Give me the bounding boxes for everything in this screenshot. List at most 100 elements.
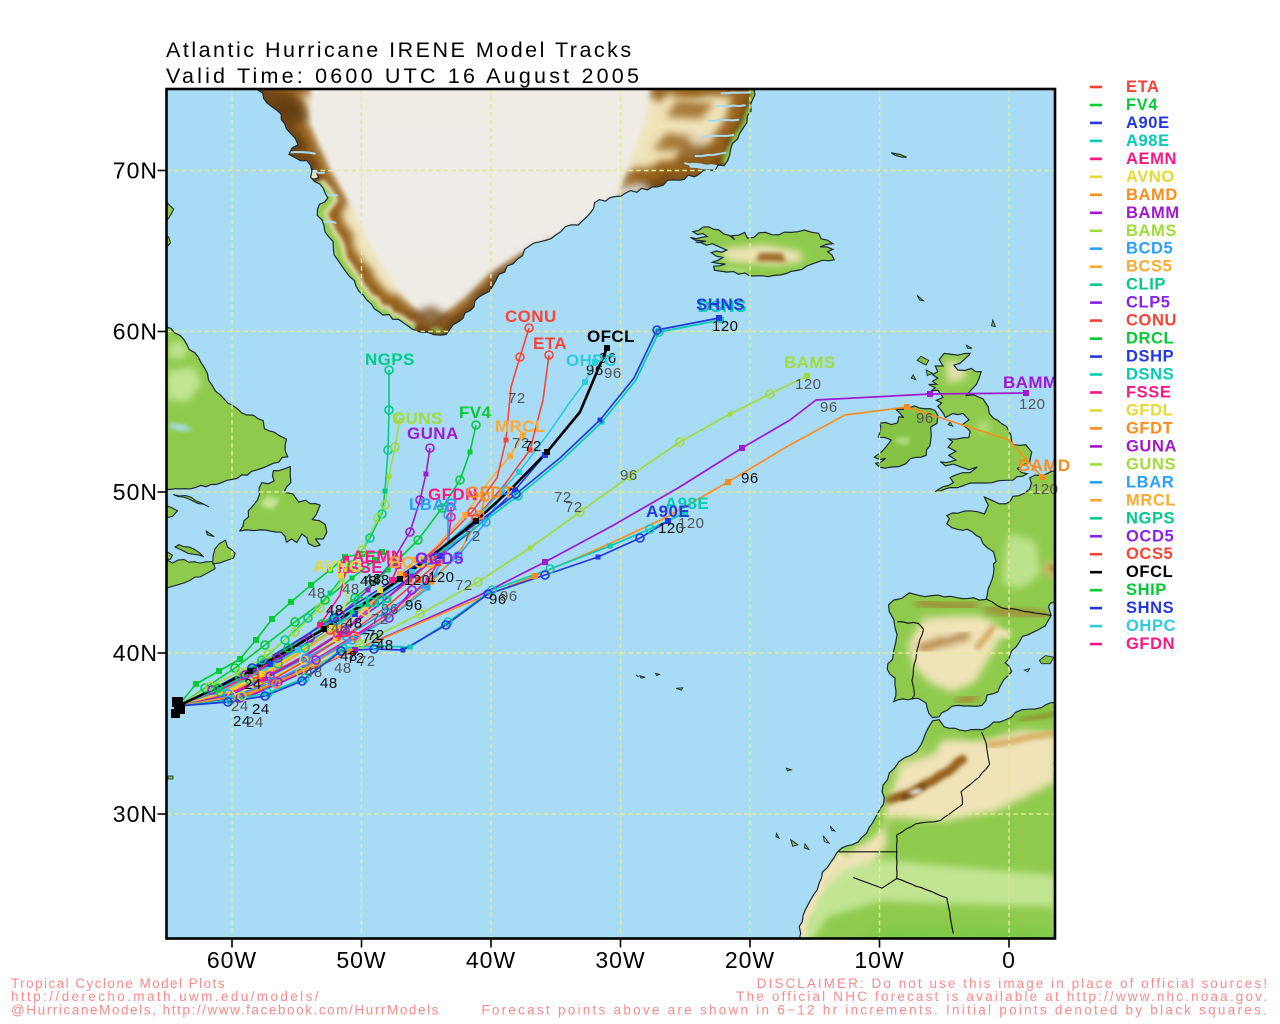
svg-text:SHNS: SHNS xyxy=(1126,599,1174,617)
svg-text:72: 72 xyxy=(554,489,572,506)
svg-text:GUNA: GUNA xyxy=(407,424,459,443)
svg-text:120: 120 xyxy=(404,572,431,589)
svg-text:96: 96 xyxy=(599,350,617,367)
svg-text:96: 96 xyxy=(916,410,934,427)
svg-text:CONU: CONU xyxy=(1126,312,1177,330)
svg-text:A90E: A90E xyxy=(646,502,690,521)
svg-text:@HurricaneModels, http://www.f: @HurricaneModels, http://www.facebook.co… xyxy=(11,1003,440,1018)
svg-text:BCS5: BCS5 xyxy=(389,553,436,572)
svg-text:72: 72 xyxy=(367,627,385,644)
svg-text:OCD5: OCD5 xyxy=(415,549,464,568)
svg-text:BAMS: BAMS xyxy=(1126,222,1177,240)
svg-text:OCD5: OCD5 xyxy=(1126,527,1174,545)
svg-text:20W: 20W xyxy=(725,947,775,973)
svg-text:OHPC: OHPC xyxy=(1126,617,1176,635)
svg-text:GFDT: GFDT xyxy=(466,483,514,502)
svg-text:AEMN: AEMN xyxy=(352,547,404,566)
svg-text:GUNS: GUNS xyxy=(1126,455,1176,473)
svg-text:120: 120 xyxy=(1019,396,1046,413)
svg-text:BCS5: BCS5 xyxy=(1126,258,1172,276)
svg-text:NGPS: NGPS xyxy=(1126,509,1175,527)
svg-text:OHPC: OHPC xyxy=(566,351,617,370)
svg-text:ETA: ETA xyxy=(533,334,567,353)
svg-text:Forecast points above are show: Forecast points above are shown in 6−12 … xyxy=(481,1003,1269,1018)
svg-text:72: 72 xyxy=(508,390,526,407)
svg-text:72: 72 xyxy=(358,653,376,670)
svg-text:24: 24 xyxy=(252,701,270,718)
svg-text:GUNA: GUNA xyxy=(1126,437,1177,455)
svg-text:FV4: FV4 xyxy=(1126,96,1158,114)
svg-text:ETA: ETA xyxy=(1126,78,1160,96)
svg-text:60N: 60N xyxy=(113,319,158,345)
svg-text:The official NHC forecast is a: The official NHC forecast is available a… xyxy=(736,989,1269,1004)
svg-text:96: 96 xyxy=(620,467,638,484)
svg-text:MRCL: MRCL xyxy=(495,417,546,436)
svg-text:120: 120 xyxy=(678,515,705,532)
svg-text:Valid Time: 0600 UTC 16 August: Valid Time: 0600 UTC 16 August 2005 xyxy=(166,64,642,88)
svg-text:48: 48 xyxy=(334,660,352,677)
svg-text:72: 72 xyxy=(512,435,530,452)
svg-text:48: 48 xyxy=(376,637,394,654)
svg-text:120: 120 xyxy=(795,376,822,393)
svg-text:72: 72 xyxy=(524,438,542,455)
svg-text:30W: 30W xyxy=(595,947,645,973)
svg-text:Atlantic Hurricane IRENE Model: Atlantic Hurricane IRENE Model Tracks xyxy=(166,38,634,62)
svg-text:SHNS: SHNS xyxy=(696,295,745,314)
svg-text:A90E: A90E xyxy=(1126,114,1170,132)
svg-text:24: 24 xyxy=(246,714,264,731)
svg-text:40W: 40W xyxy=(466,947,516,973)
svg-text:BAMD: BAMD xyxy=(1018,456,1071,475)
svg-text:BCD5: BCD5 xyxy=(1126,240,1173,258)
svg-text:A98E: A98E xyxy=(1126,132,1170,150)
svg-text:24: 24 xyxy=(244,676,262,693)
svg-text:50W: 50W xyxy=(336,947,386,973)
svg-text:OFCL: OFCL xyxy=(587,327,635,346)
svg-text:DSNS: DSNS xyxy=(1126,366,1174,384)
svg-text:120: 120 xyxy=(712,318,739,335)
svg-text:48: 48 xyxy=(342,581,360,598)
svg-text:72: 72 xyxy=(347,650,365,667)
svg-text:60W: 60W xyxy=(207,947,257,973)
svg-text:CLIP: CLIP xyxy=(1126,276,1166,294)
svg-text:72: 72 xyxy=(565,499,583,516)
svg-text:48: 48 xyxy=(360,573,378,590)
svg-text:50N: 50N xyxy=(113,479,158,505)
svg-text:LBAR: LBAR xyxy=(1126,473,1174,491)
svg-text:BAMM: BAMM xyxy=(1126,204,1180,222)
svg-text:FV4: FV4 xyxy=(459,403,492,422)
svg-text:BAMM: BAMM xyxy=(1003,373,1057,392)
svg-text:FSSE: FSSE xyxy=(1126,384,1172,402)
svg-text:96: 96 xyxy=(489,591,507,608)
svg-text:GUNS: GUNS xyxy=(392,409,443,428)
svg-text:40N: 40N xyxy=(113,640,158,666)
svg-text:48: 48 xyxy=(340,648,358,665)
svg-text:72: 72 xyxy=(371,611,389,628)
svg-text:24: 24 xyxy=(233,713,251,730)
svg-text:OFCL: OFCL xyxy=(1126,563,1173,581)
svg-text:BAMD: BAMD xyxy=(1126,186,1178,204)
svg-text:GFDN: GFDN xyxy=(1126,635,1175,653)
svg-text:96: 96 xyxy=(741,470,759,487)
svg-text:96: 96 xyxy=(820,399,838,416)
svg-text:48: 48 xyxy=(326,602,344,619)
svg-text:LBAR: LBAR xyxy=(409,495,458,514)
svg-text:SHIP: SHIP xyxy=(1126,581,1167,599)
svg-text:http://derecho.math.uwm.edu/mo: http://derecho.math.uwm.edu/models/ xyxy=(11,989,321,1004)
svg-text:CLIP: CLIP xyxy=(352,592,392,611)
svg-text:48: 48 xyxy=(364,571,382,588)
svg-text:96: 96 xyxy=(586,362,604,379)
svg-text:48: 48 xyxy=(320,675,338,692)
svg-text:120: 120 xyxy=(658,520,685,537)
svg-text:NGPS: NGPS xyxy=(365,350,415,369)
svg-text:AVNO: AVNO xyxy=(313,557,362,576)
svg-text:48: 48 xyxy=(372,572,390,589)
svg-text:DRCL: DRCL xyxy=(1126,330,1174,348)
svg-text:96: 96 xyxy=(381,601,399,618)
svg-text:96: 96 xyxy=(405,597,423,614)
svg-text:30N: 30N xyxy=(113,801,158,827)
svg-text:48: 48 xyxy=(345,615,363,632)
svg-text:MRCL: MRCL xyxy=(1126,491,1176,509)
svg-text:DSNS: DSNS xyxy=(698,297,747,316)
svg-text:AEMN: AEMN xyxy=(1126,150,1177,168)
svg-text:24: 24 xyxy=(231,698,249,715)
